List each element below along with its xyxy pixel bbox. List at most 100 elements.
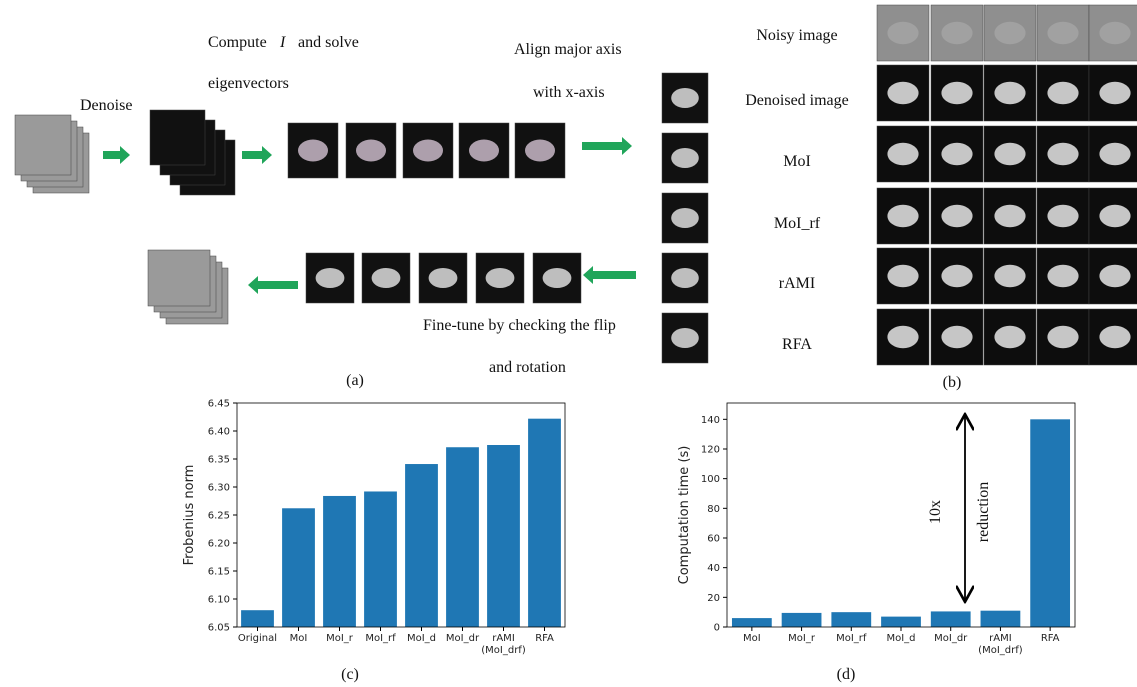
y-tick-label: 6.40: [208, 427, 230, 438]
particle: [887, 143, 918, 165]
particle: [1099, 326, 1130, 348]
caption: (a): [346, 372, 364, 389]
x-tick-label: RFA: [1015, 633, 1085, 645]
particle: [413, 140, 443, 162]
particle: [356, 140, 386, 162]
particle: [671, 88, 699, 108]
flow-arrow: [103, 146, 130, 164]
bar: [446, 447, 479, 627]
step-label: with x-axis: [533, 84, 605, 101]
particle: [298, 140, 328, 162]
step-label: and solve: [298, 34, 359, 51]
particle: [994, 22, 1025, 44]
y-tick-label: 120: [701, 444, 720, 455]
y-tick-label: 80: [707, 504, 720, 515]
particle: [994, 205, 1025, 227]
particle: [671, 148, 699, 168]
step-label: Denoise: [80, 97, 132, 114]
y-tick-label: 140: [701, 415, 720, 426]
particle: [887, 22, 918, 44]
y-axis-label: Frobenius norm: [182, 465, 197, 566]
y-tick-label: 40: [707, 563, 720, 574]
bar: [528, 419, 561, 627]
bar: [931, 611, 971, 627]
row-label: Noisy image: [756, 27, 837, 44]
bar: [487, 445, 520, 627]
y-tick-label: 6.35: [208, 455, 230, 466]
particle: [671, 328, 699, 348]
particle: [941, 22, 972, 44]
particle: [543, 268, 572, 288]
bar: [981, 611, 1021, 627]
particle: [671, 208, 699, 228]
bar: [831, 612, 871, 627]
particle: [316, 268, 345, 288]
row-label: MoI_rf: [774, 215, 821, 232]
row-label: Denoised image: [745, 92, 849, 109]
thumbnail: [15, 115, 71, 175]
y-tick-label: 6.10: [208, 595, 230, 606]
y-tick-label: 6.05: [208, 623, 230, 634]
particle: [1099, 143, 1130, 165]
particle: [887, 326, 918, 348]
flow-arrow: [583, 266, 636, 284]
particle: [1099, 22, 1130, 44]
y-tick-label: 6.15: [208, 567, 230, 578]
particle: [941, 143, 972, 165]
particle: [525, 140, 555, 162]
particle: [887, 205, 918, 227]
particle: [486, 268, 515, 288]
figure: Denoise Compute I and solve eigenvectors…: [0, 0, 1137, 687]
particle: [994, 265, 1025, 287]
y-tick-label: 6.30: [208, 483, 230, 494]
particle: [1099, 82, 1130, 104]
annotation: reduction: [975, 482, 992, 542]
particle: [1047, 22, 1078, 44]
figure-canvas: Denoise Compute I and solve eigenvectors…: [0, 0, 1137, 687]
y-tick-label: 20: [707, 593, 720, 604]
y-tick-label: 60: [707, 533, 720, 544]
step-label: eigenvectors: [208, 75, 289, 92]
y-tick-label: 6.25: [208, 511, 230, 522]
particle: [887, 82, 918, 104]
particle: [469, 140, 499, 162]
particle: [941, 205, 972, 227]
flow-arrow: [242, 146, 272, 164]
particle: [887, 265, 918, 287]
particle: [1047, 265, 1078, 287]
caption: (b): [943, 374, 962, 391]
step-label: and rotation: [489, 359, 566, 376]
row-label: RFA: [782, 336, 812, 353]
step-label: Fine-tune by checking the flip: [423, 317, 616, 334]
bar: [241, 610, 274, 627]
caption: (d): [837, 666, 856, 683]
particle: [1047, 205, 1078, 227]
particle: [1047, 82, 1078, 104]
bar: [881, 617, 921, 627]
particle: [994, 326, 1025, 348]
particle: [941, 82, 972, 104]
flow-arrow: [248, 276, 298, 294]
step-label: Compute: [208, 34, 267, 51]
particle: [994, 82, 1025, 104]
y-tick-label: 6.45: [208, 399, 230, 410]
annotation: 10x: [927, 500, 944, 524]
flow-arrow: [582, 137, 632, 155]
particle: [429, 268, 458, 288]
caption: (c): [341, 666, 359, 683]
thumbnail: [148, 250, 210, 306]
row-label: rAMI: [779, 275, 815, 292]
bar: [405, 464, 438, 627]
particle: [671, 268, 699, 288]
bar: [364, 491, 397, 627]
particle: [941, 326, 972, 348]
particle: [1099, 265, 1130, 287]
bar: [782, 613, 822, 627]
y-tick-label: 100: [701, 474, 720, 485]
bar: [323, 496, 356, 627]
plot-frame: [727, 403, 1075, 627]
y-tick-label: 6.20: [208, 539, 230, 550]
row-label: MoI: [783, 153, 811, 170]
step-symbol: I: [279, 34, 286, 51]
y-axis-label: Computation time (s): [677, 446, 692, 585]
